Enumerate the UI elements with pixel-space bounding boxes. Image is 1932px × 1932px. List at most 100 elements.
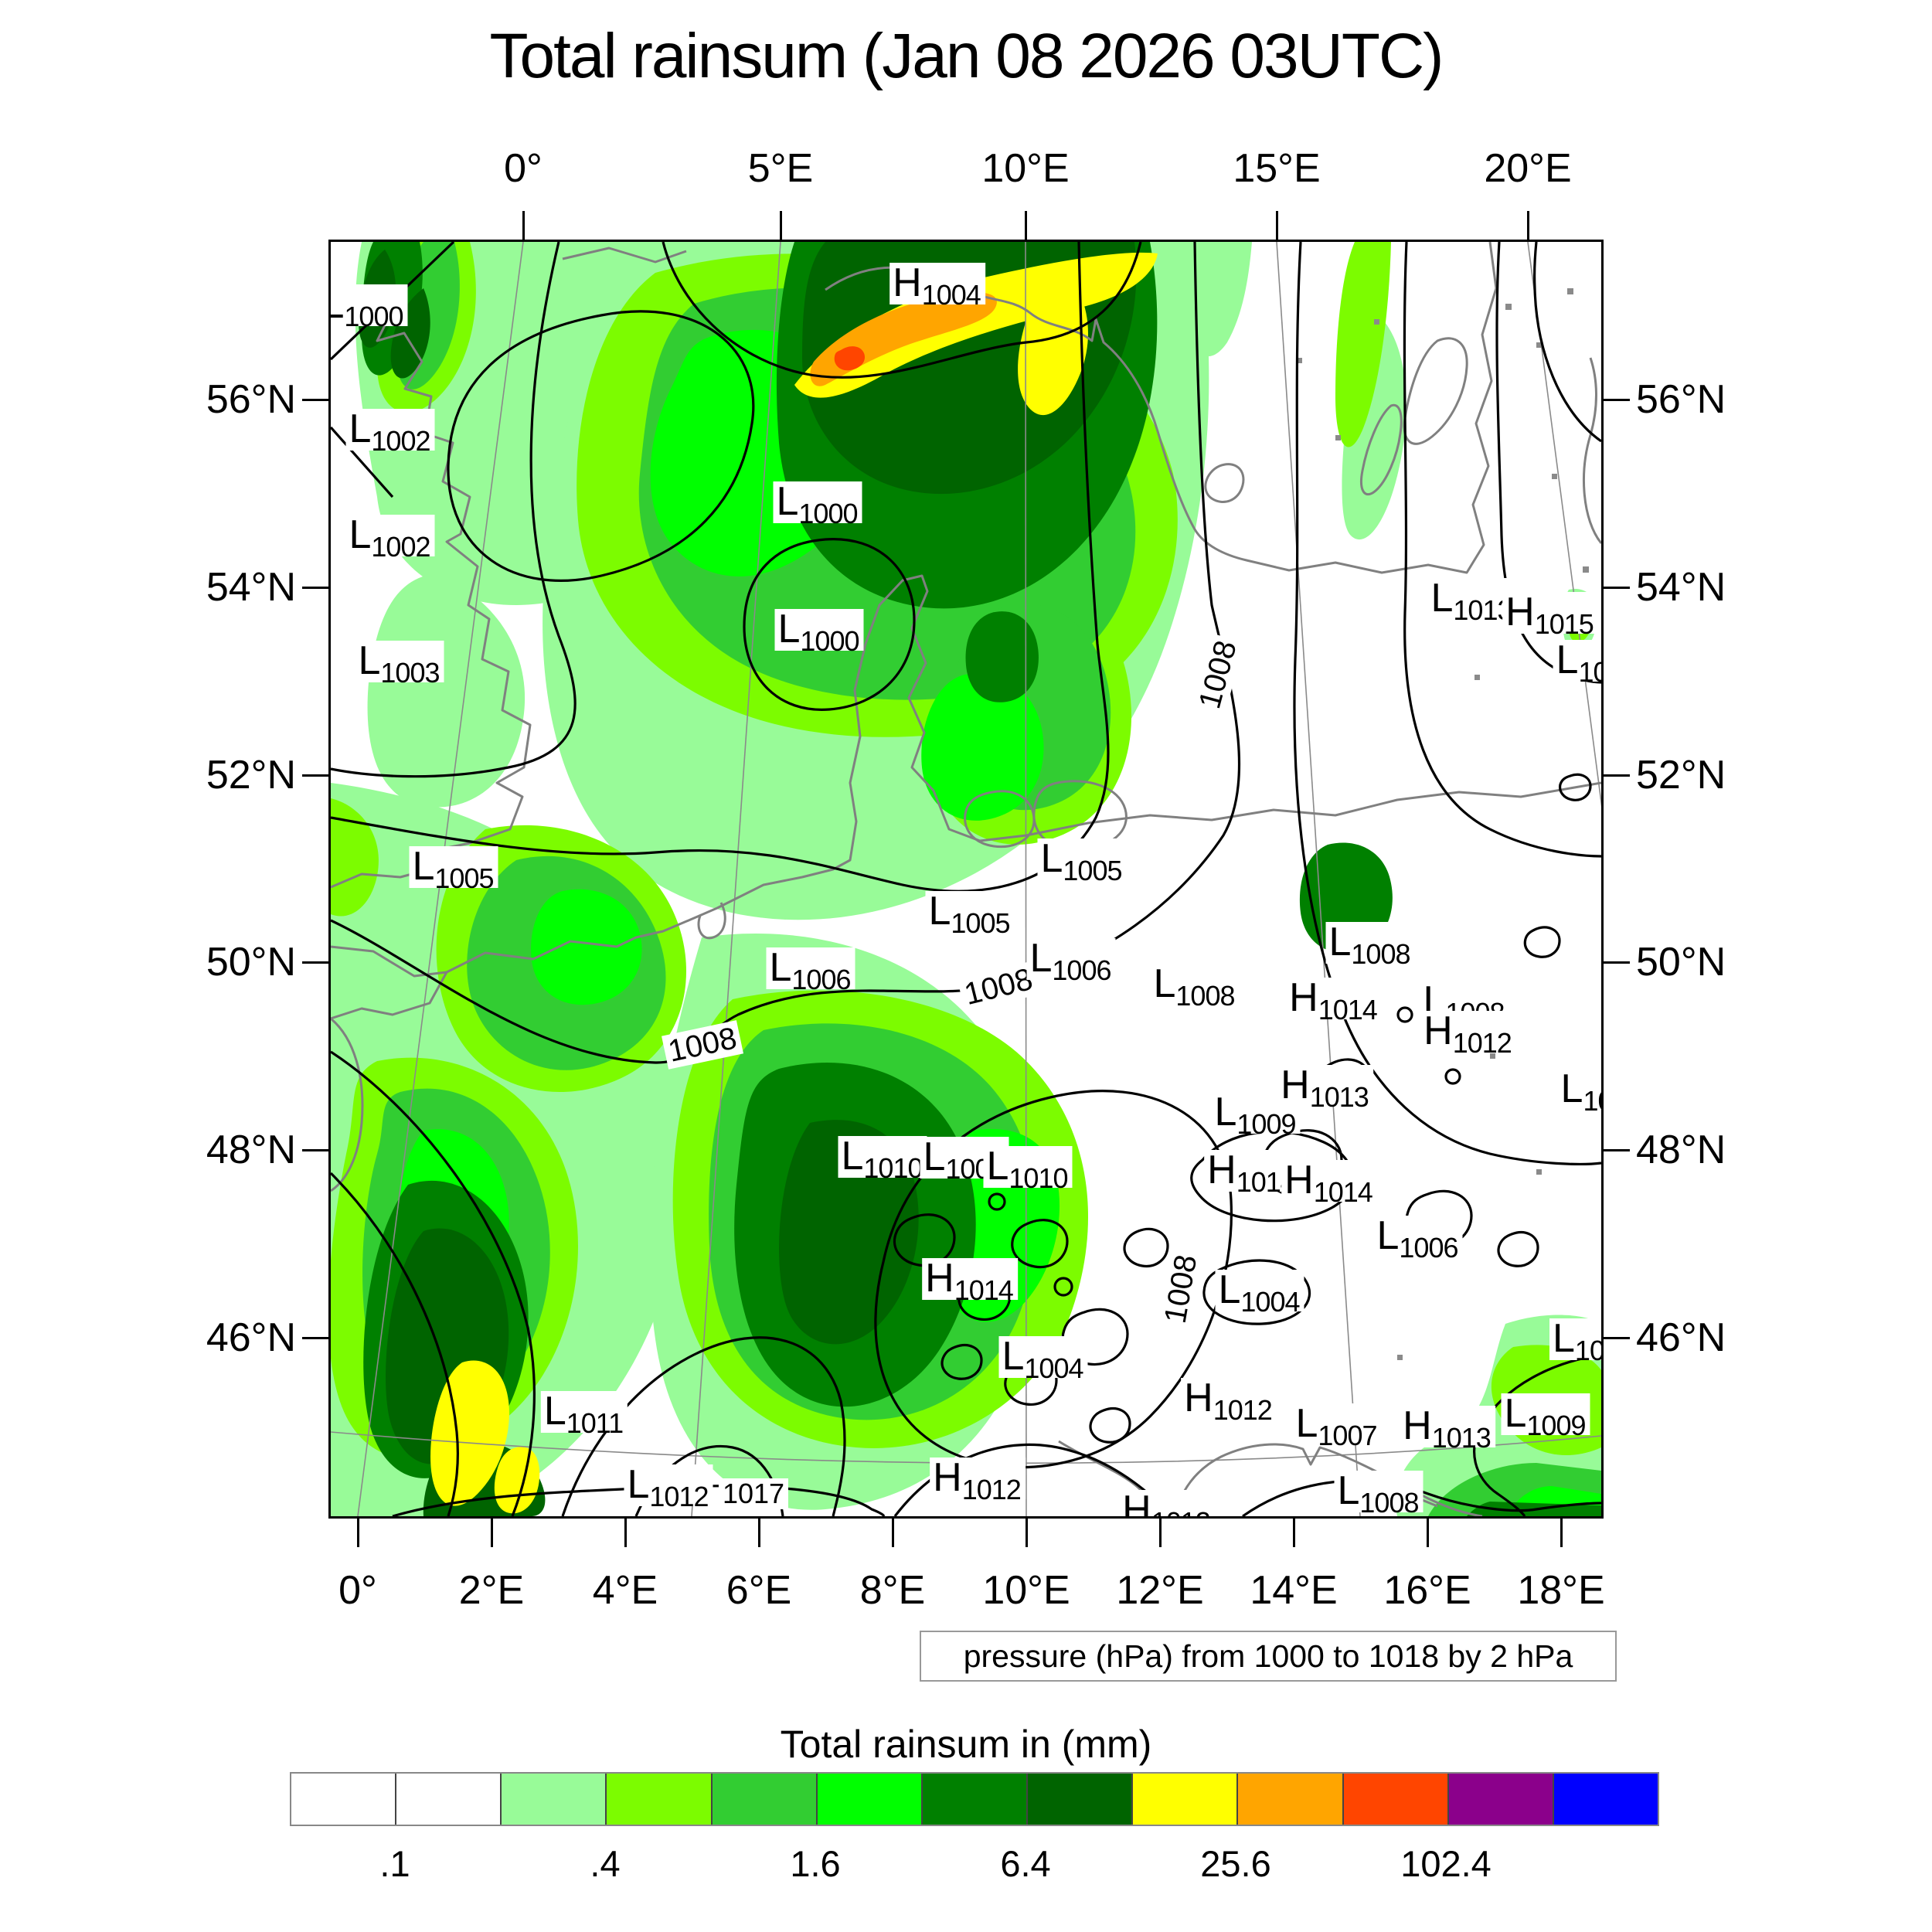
pressure-letter: L [543,1389,566,1434]
pressure-letter: L [1214,1090,1237,1134]
pressure-value: 1000 [800,625,859,657]
colorbar-tick-label: 25.6 [1200,1843,1271,1884]
left-axis-label: 46°N [206,1315,296,1360]
pressure-letter: L [928,889,951,934]
top-axis-tick [1276,211,1278,242]
pressure-label-H1004: H1004 [889,263,985,309]
pressure-value: 1014 [954,1274,1014,1306]
contour-label-1017: 1017 [718,1478,789,1509]
pressure-value: 1004 [921,279,981,311]
bottom-axis-tick [758,1516,760,1547]
pressure-letter: L [769,945,792,990]
bottom-axis-label: 6°E [726,1568,792,1613]
pressure-label-L1010: L1010 [838,1136,927,1182]
pressure-value: 1004 [1024,1352,1083,1384]
pressure-value: 1004 [1240,1286,1300,1318]
pressure-label-L1005: L1005 [1037,836,1127,885]
left-axis-label: 50°N [206,940,296,985]
pressure-label-L1003: L1003 [355,638,444,687]
pressure-letter: L [1504,1391,1527,1436]
bottom-axis-label: 14°E [1250,1568,1338,1613]
pressure-value: 1006 [791,964,851,995]
bottom-axis-tick [1159,1516,1162,1547]
bottom-axis-tick [624,1516,627,1547]
pressure-letter: L [358,638,381,683]
pressure-value: 1005 [434,862,494,894]
pressure-value: 1014 [1313,1176,1373,1208]
left-axis-label: 56°N [206,377,296,422]
rain-shading-red [834,346,866,371]
pressure-value: 1005 [1063,855,1122,886]
pressure-letter: L [627,1462,650,1507]
right-axis-label: 46°N [1636,1315,1726,1360]
pressure-letter: L [777,607,801,651]
pressure-value: 1012 [649,1481,709,1512]
pressure-letter: L [1328,920,1352,964]
pressure-letter: L [349,512,372,557]
map-area: L1000 L1002 L1002 L1003 L1005 H1004 L1000 L1000… [331,242,1601,1516]
pressure-value: 1013 [1431,1422,1492,1454]
pressure-label-L1007: L1007 [1292,1403,1382,1450]
bottom-axis-tick [491,1516,493,1547]
pressure-letter: H [1289,975,1318,1020]
pressure-letter: H [1403,1403,1432,1448]
top-axis-tick [522,211,525,242]
pressure-letter: L [412,844,435,889]
page-title: Total rainsum (Jan 08 2026 03UTC) [489,21,1444,91]
pressure-value: 1014 [1318,994,1378,1026]
left-axis-tick [302,961,331,964]
pressure-letter: L [1002,1334,1025,1379]
pressure-value: 1015 [1534,608,1594,640]
pressure-label-L10: L10 [1557,1066,1601,1115]
top-axis-label: 10°E [981,146,1070,191]
left-axis-label: 52°N [206,753,296,798]
pressure-letter: L [1376,1213,1400,1258]
pressure-value: 1012 [1452,1027,1512,1059]
colorbar-tick-label: 102.4 [1400,1843,1492,1884]
pressure-label-H1014: H1014 [922,1258,1018,1304]
pressure-value: 10 [1578,656,1601,688]
right-axis-label: 54°N [1636,565,1726,610]
top-axis-tick [780,211,782,242]
left-axis-tick [302,1337,331,1339]
pressure-caption: pressure (hPa) from 1000 to 1018 by 2 hP… [920,1631,1617,1682]
pressure-label-L1005: L1005 [409,844,498,893]
bottom-axis-tick [1026,1516,1028,1547]
pressure-label-H1012: H1012 [1119,1490,1215,1516]
right-axis-tick [1601,774,1630,777]
pressure-value: 1000 [344,301,403,332]
colorbar-cell [1553,1774,1658,1825]
pressure-value: 1002 [371,531,430,563]
pressure-value: 1007 [1318,1420,1377,1451]
pressure-label-L1005: L1005 [925,889,1015,937]
colorbar-cell [396,1774,502,1825]
pressure-value: 1009 [1526,1410,1586,1441]
pressure-value: 1005 [951,907,1010,939]
bottom-axis-tick [1427,1516,1429,1547]
right-axis-label: 52°N [1636,753,1726,798]
bottom-axis-label: 2°E [458,1568,525,1613]
pressure-label-H1013: H1013 [1400,1403,1495,1452]
pressure-label-L10: L10 [1553,640,1601,686]
pressure-value: 1000 [798,498,858,529]
pressure-label-L1010: L1010 [983,1146,1073,1192]
pressure-label-L1011: L1011 [540,1389,628,1437]
pressure-letter: L [1560,1066,1583,1111]
pressure-letter: L [331,282,345,327]
pressure-label-L1009: L1009 [1501,1391,1590,1440]
pressure-label-L1002: L1002 [345,512,435,561]
pressure-letter: H [933,1455,962,1500]
pressure-label-H1012: H1012 [1420,1011,1516,1057]
pressure-label-H1012: H1012 [1181,1378,1277,1424]
left-axis-tick [302,1149,331,1151]
pressure-letter: L [1218,1267,1241,1312]
pressure-label-H1014: H1014 [1281,1160,1377,1206]
pressure-letter: L [1430,576,1454,621]
bottom-axis-label: 0° [338,1568,377,1613]
pressure-letter: L [1040,836,1063,881]
pressure-value: 1008 [1359,1487,1419,1517]
right-axis-label: 56°N [1636,377,1726,422]
colorbar-tick-label: 1.6 [790,1843,841,1884]
legend-title: Total rainsum in (mm) [780,1723,1152,1766]
